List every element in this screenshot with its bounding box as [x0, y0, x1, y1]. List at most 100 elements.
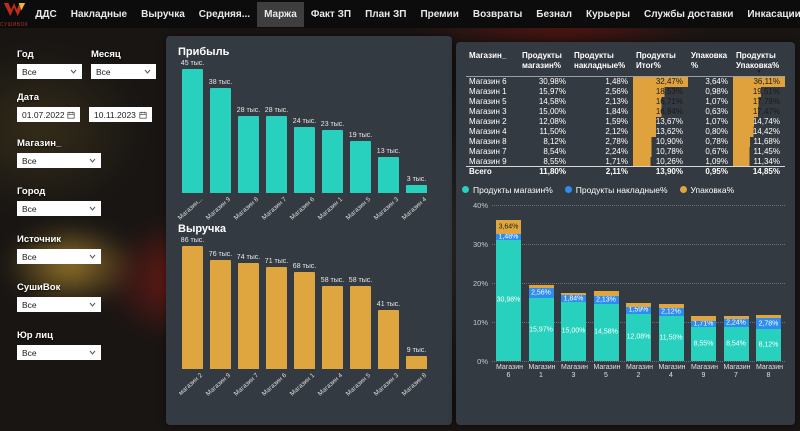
stacked-bar[interactable]: 8,12% 2,78% — [756, 315, 781, 361]
bar-segment[interactable]: 1,84% — [561, 295, 586, 303]
bar-segment[interactable]: 11,50% — [658, 315, 684, 361]
nav-item-План ЗП[interactable]: План ЗП — [365, 8, 407, 20]
bar-segment[interactable]: 8,54% — [723, 327, 749, 361]
date-from-input[interactable]: 01.07.2022 — [17, 107, 80, 122]
bar-segment[interactable]: 2,78% — [756, 318, 781, 330]
stacked-bar[interactable]: 15,00% 1,84% — [561, 292, 586, 361]
table-row[interactable]: Магазин 1 15,97% 2,56% 18,53% 0,98% 19,51% — [466, 86, 785, 97]
nav-item-Службы доставки[interactable]: Службы доставки — [643, 8, 734, 20]
bar-segment[interactable] — [593, 291, 619, 296]
bar[interactable] — [266, 267, 287, 369]
table-column-header[interactable]: Магазин_ — [466, 50, 519, 78]
value-cell: 1,59% — [605, 117, 628, 127]
bar-segment[interactable]: 2,13% — [593, 295, 619, 304]
bar[interactable] — [406, 356, 427, 369]
nav-item-Курьеры[interactable]: Курьеры — [585, 8, 630, 20]
bar-segment[interactable]: 1,48% — [496, 233, 521, 240]
stacked-bar[interactable]: 8,55% 1,71% — [691, 316, 716, 361]
table-column-header[interactable]: Продукты Итог% — [633, 50, 688, 78]
bar-segment[interactable]: 15,00% — [561, 302, 586, 361]
bar-segment[interactable] — [756, 315, 781, 319]
bar[interactable] — [406, 185, 427, 193]
bar[interactable] — [294, 127, 315, 193]
source-filter-select[interactable]: Все — [17, 249, 101, 264]
bar[interactable] — [182, 246, 203, 369]
bar-segment[interactable]: 3,64% — [496, 219, 521, 235]
bar[interactable] — [238, 263, 259, 369]
value-cell: 0,98% — [705, 87, 728, 97]
bar[interactable] — [378, 310, 399, 369]
nav-item-Возвраты[interactable]: Возвраты — [472, 8, 523, 20]
table-column-header[interactable]: Продукты накладные% — [571, 50, 633, 78]
nav-item-ДДС[interactable]: ДДС — [35, 8, 57, 20]
bar[interactable] — [322, 130, 343, 193]
bar[interactable] — [378, 157, 399, 193]
nav-item-Выручка[interactable]: Выручка — [141, 8, 185, 20]
chevron-down-icon — [89, 158, 96, 163]
legend-item[interactable]: Продукты накладные% — [564, 185, 668, 195]
table-column-header[interactable]: Упаковка % — [688, 50, 733, 78]
bar[interactable] — [294, 272, 315, 369]
table-row[interactable]: Магазин 7 8,54% 2,24% 10,78% 0,67% 11,45% — [466, 146, 785, 157]
bar[interactable] — [210, 88, 231, 193]
sushivok-filter-select[interactable]: Все — [17, 297, 101, 312]
stacked-bar[interactable]: 11,50% 2,12% — [658, 304, 684, 361]
bar-segment[interactable]: 12,08% — [626, 313, 651, 361]
bar[interactable] — [210, 260, 231, 369]
bar-segment[interactable] — [528, 284, 554, 289]
nav-item-Маржа[interactable]: Маржа — [257, 1, 304, 27]
table-row[interactable]: Магазин 4 11,50% 2,12% 13,62% 0,80% 14,42% — [466, 126, 785, 137]
table-row[interactable]: Магазин 5 14,58% 2,13% 16,71% 1,07% 17,78% — [466, 96, 785, 107]
bar[interactable] — [350, 286, 371, 369]
bar-segment[interactable] — [658, 304, 684, 308]
nav-item-Накладные[interactable]: Накладные — [70, 8, 128, 20]
bar[interactable] — [350, 141, 371, 193]
nav-item-Средняя...[interactable]: Средняя... — [198, 8, 251, 20]
bar-segment[interactable]: 15,97% — [528, 298, 554, 361]
nav-item-Факт ЗП[interactable]: Факт ЗП — [310, 8, 352, 20]
nav-item-Премии[interactable]: Премии — [420, 8, 459, 20]
bar[interactable] — [266, 116, 287, 193]
nav-item-Инкасации[interactable]: Инкасации — [747, 8, 800, 20]
bar[interactable] — [322, 286, 343, 369]
table-column-header[interactable]: Продукты Упаковка% ▼ — [733, 50, 785, 78]
gridline — [492, 282, 785, 284]
bar-segment[interactable]: 1,59% — [626, 307, 651, 314]
stacked-bar[interactable]: 14,58% 2,13% — [593, 291, 619, 361]
year-filter-select[interactable]: Все — [17, 64, 82, 79]
entity-filter-select[interactable]: Все — [17, 345, 101, 360]
stacked-bar[interactable]: 8,54% 2,24% — [723, 316, 749, 361]
bar-segment[interactable]: 2,56% — [528, 288, 554, 299]
bar-segment[interactable]: 14,58% — [593, 303, 619, 361]
table-row[interactable]: Магазин 2 12,08% 1,59% 13,67% 1,07% 14,74% — [466, 116, 785, 127]
bar-segment[interactable] — [691, 316, 716, 321]
stacked-bar[interactable]: 15,97% 2,56% — [528, 284, 554, 361]
bar-segment[interactable] — [626, 303, 651, 308]
bar-segment[interactable] — [561, 292, 586, 296]
legend-item[interactable]: Продукты магазин% — [462, 185, 553, 195]
store-filter-select[interactable]: Все — [17, 153, 101, 168]
bar-segment[interactable]: 8,55% — [691, 327, 716, 361]
bar-segment[interactable]: 30,98% — [496, 239, 521, 361]
table-column-header[interactable]: Продукты магазин% — [519, 50, 571, 78]
table-row[interactable]: Магазин 6 30,98% 1,48% 32,47% 3,64% 36,11% — [466, 76, 785, 87]
bar[interactable] — [182, 69, 203, 193]
month-filter-select[interactable]: Все — [91, 64, 156, 79]
bar-segment[interactable]: 1,71% — [691, 321, 716, 328]
legend-item[interactable]: Упаковка% — [679, 185, 734, 195]
bar[interactable] — [238, 116, 259, 193]
bar-segment[interactable]: 2,24% — [723, 318, 749, 328]
bar-segment[interactable]: 8,12% — [756, 329, 781, 361]
x-axis-label: Магазин 5 — [344, 369, 371, 398]
stacked-bar[interactable]: 30,98% 1,48% 3,64% — [496, 219, 521, 361]
stacked-bar[interactable]: 12,08% 1,59% — [626, 303, 651, 361]
bar-segment[interactable] — [723, 316, 749, 319]
table-row[interactable]: Магазин 3 15,00% 1,84% 16,84% 0,63% 17,47% — [466, 106, 785, 117]
date-to-input[interactable]: 10.11.2023 — [89, 107, 152, 122]
bar-segment[interactable]: 2,12% — [658, 307, 684, 316]
table-row[interactable]: Магазин 9 8,55% 1,71% 10,26% 1,09% 11,34% — [466, 156, 785, 167]
nav-item-Безнал[interactable]: Безнал — [536, 8, 572, 20]
city-filter-select[interactable]: Все — [17, 201, 101, 216]
x-axis-label-text: магазин 2 — [177, 372, 204, 397]
table-row[interactable]: Магазин 8 8,12% 2,78% 10,90% 0,78% 11,68% — [466, 136, 785, 147]
